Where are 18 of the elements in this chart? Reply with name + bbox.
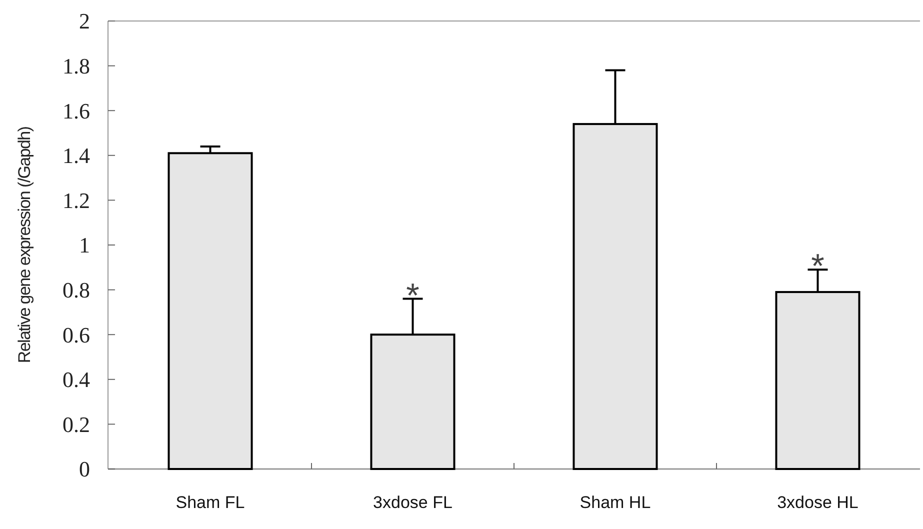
y-tick-label: 0.6 (62, 322, 90, 348)
y-axis-title: Relative gene expression (/Gapdh) (15, 126, 34, 364)
y-tick-label: 1.8 (62, 54, 90, 78)
y-tick-label: 1.4 (62, 143, 90, 168)
y-tick-label: 0.2 (62, 412, 90, 437)
x-tick-label: 3xdose HL (777, 493, 858, 512)
y-tick-label: 2 (79, 8, 90, 34)
y-tick-label: 1 (79, 232, 90, 258)
annotation: * (406, 276, 420, 315)
y-tick-label: 0.4 (62, 367, 90, 392)
x-tick-label: 3xdose FL (373, 493, 452, 512)
y-tick-label: 0 (79, 456, 90, 482)
x-tick-label: Sham FL (176, 493, 245, 512)
y-tick-label: 1.6 (62, 98, 90, 124)
x-tick-label: Sham HL (580, 493, 651, 512)
annotation: * (811, 248, 824, 286)
y-tick-label: 0.8 (62, 278, 90, 302)
y-tick-label: 1.2 (62, 188, 90, 213)
